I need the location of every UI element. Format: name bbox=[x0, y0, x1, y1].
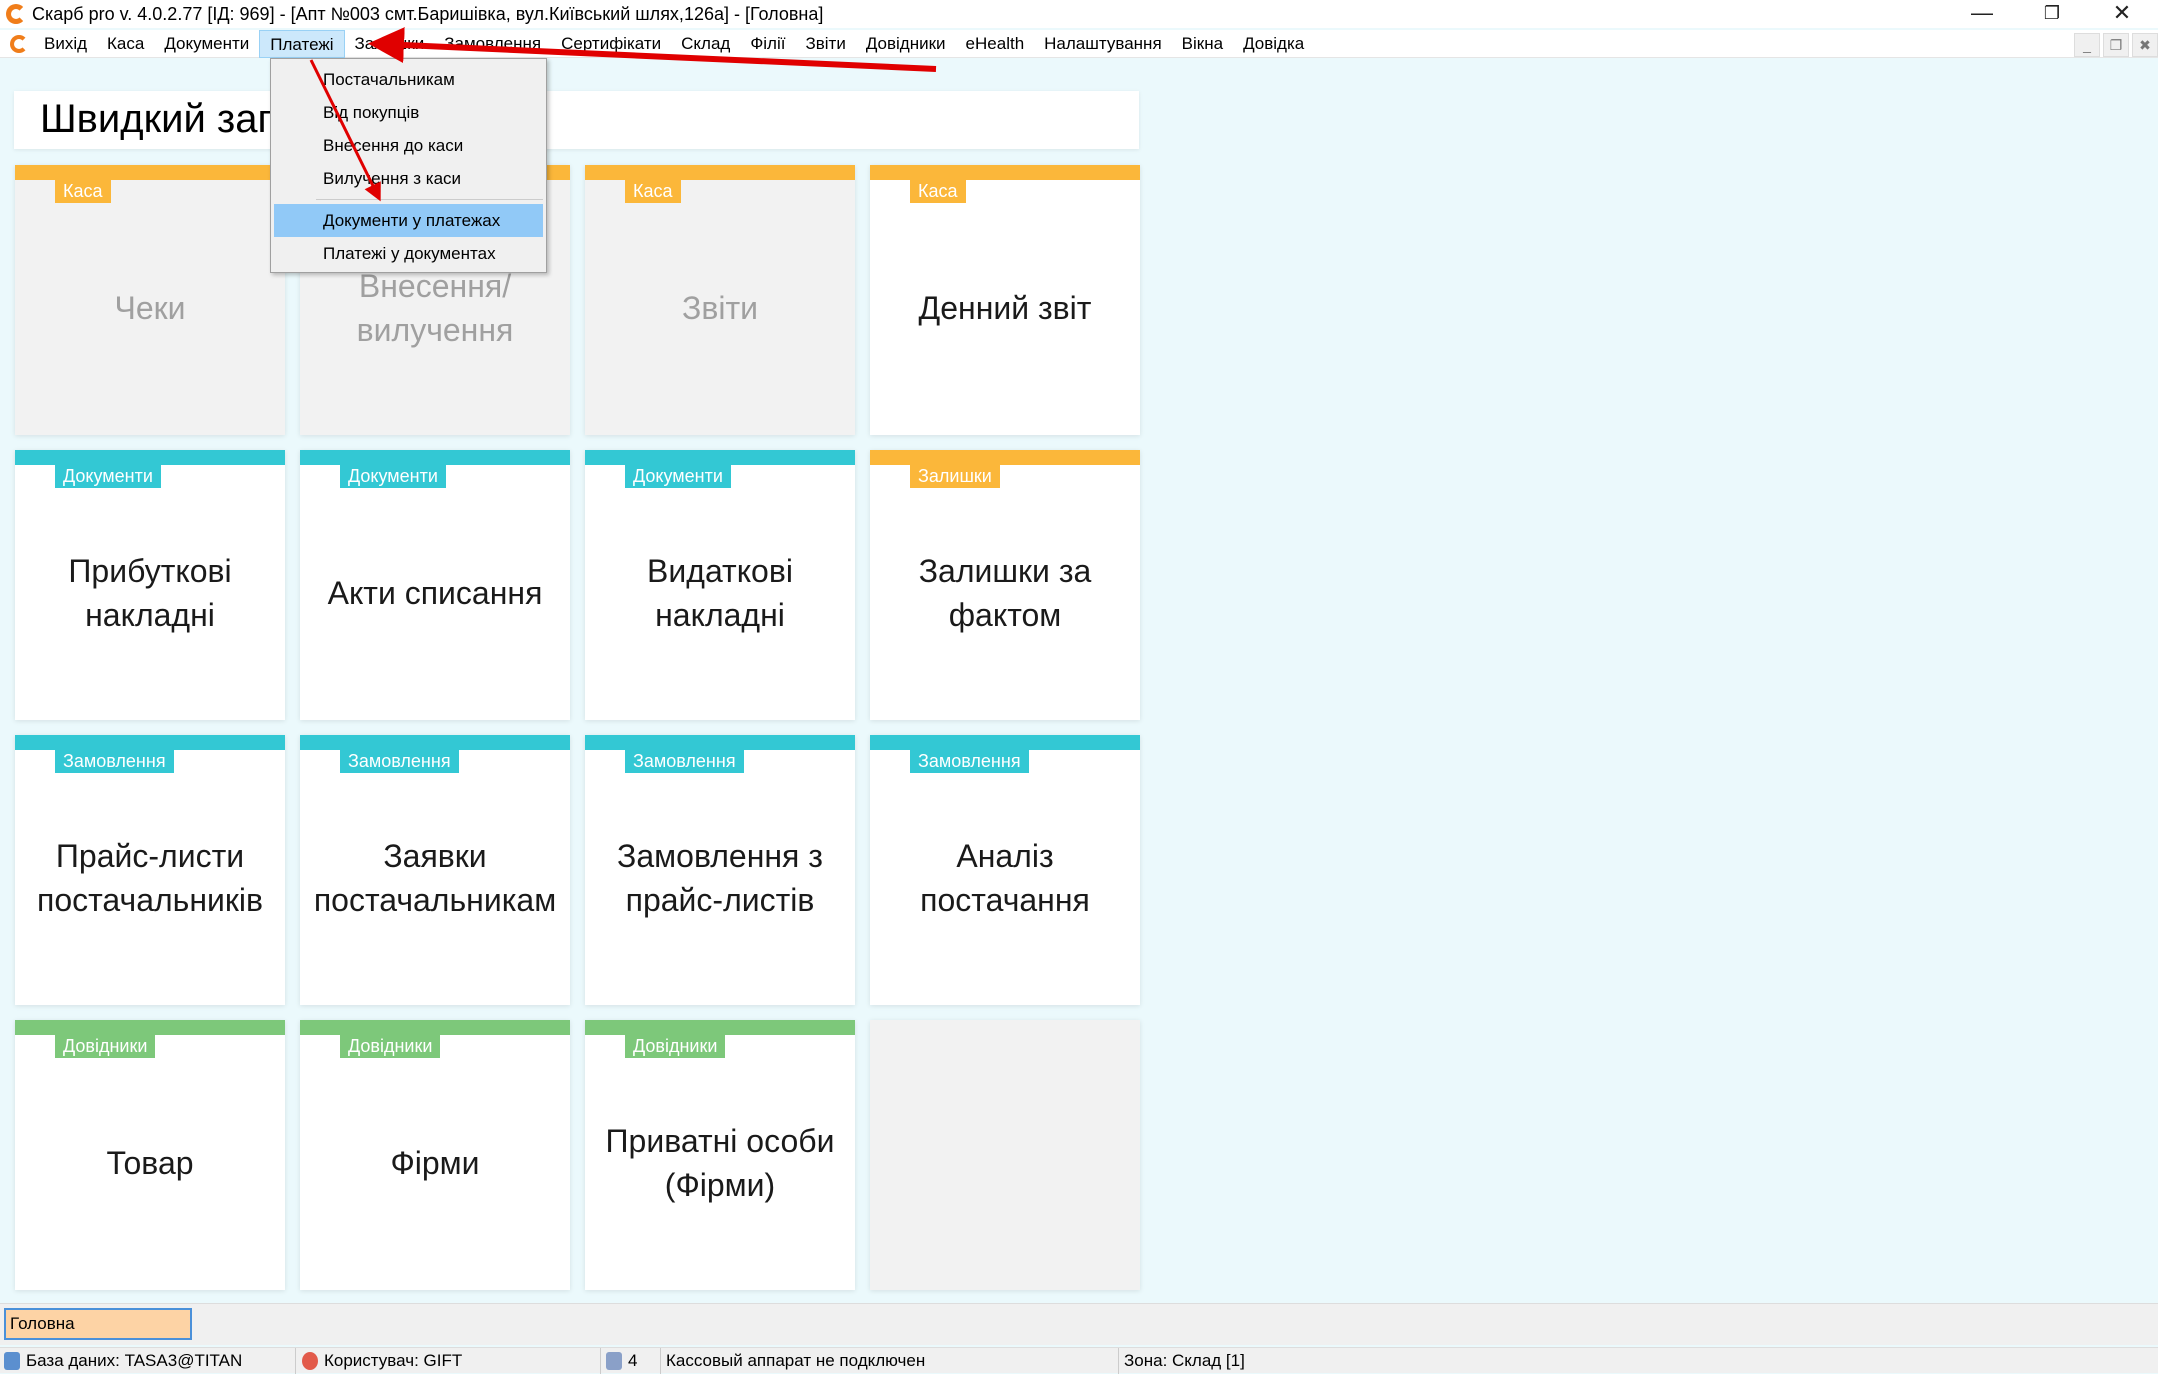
tile-category-badge: Документи bbox=[625, 465, 731, 488]
tile-category-badge: Замовлення bbox=[625, 750, 744, 773]
dropdown-item[interactable]: Постачальникам bbox=[323, 70, 455, 89]
mdi-close-button[interactable]: ✖ bbox=[2132, 33, 2158, 57]
tile-category-badge: Довідники bbox=[340, 1035, 441, 1058]
tile-label: Прайс-листи постачальників bbox=[37, 837, 263, 918]
status-zone: Зона: Склад [1] bbox=[1124, 1351, 1245, 1370]
tile-category-badge: Замовлення bbox=[340, 750, 459, 773]
dropdown-item[interactable]: Від покупців bbox=[323, 103, 420, 122]
dropdown-item[interactable]: Платежі у документах bbox=[323, 244, 496, 263]
tile-label: Денний звіт bbox=[918, 289, 1092, 326]
tile-category-badge: Довідники bbox=[625, 1035, 726, 1058]
dropdown-item[interactable]: Внесення до каси bbox=[323, 136, 464, 155]
restore-button[interactable]: ❐ bbox=[2043, 3, 2061, 23]
tile[interactable]: Довідники Фірми bbox=[300, 1020, 570, 1290]
menu-4[interactable]: Залишки bbox=[354, 33, 425, 53]
menu-9[interactable]: Звіти bbox=[805, 33, 846, 53]
tile-label: Заявки постачальникам bbox=[313, 837, 557, 918]
menu-6[interactable]: Сертифікати bbox=[561, 33, 662, 53]
mdi-minimize-button[interactable]: _ bbox=[2074, 33, 2100, 57]
tile-category-badge: Замовлення bbox=[910, 750, 1029, 773]
tile[interactable]: Замовлення Заявки постачальникам bbox=[300, 735, 570, 1005]
status-device: Кассовый аппарат не подключен bbox=[666, 1351, 926, 1370]
menu-2[interactable]: Документи bbox=[164, 33, 250, 53]
app-menu-icon[interactable] bbox=[10, 34, 28, 53]
tile[interactable]: Довідники Приватні особи (Фірми) bbox=[585, 1020, 855, 1290]
tile-label: Внесення/вилучення bbox=[356, 267, 514, 348]
menu-1[interactable]: Каса bbox=[107, 33, 145, 53]
tab-home[interactable]: Головна bbox=[4, 1308, 192, 1340]
tile[interactable]: Документи Прибуткові накладні bbox=[15, 450, 285, 720]
tile-category-badge: Каса bbox=[55, 180, 111, 203]
mdi-restore-button[interactable]: ❐ bbox=[2103, 33, 2129, 57]
app-logo-icon bbox=[6, 4, 26, 24]
tile-category-badge: Залишки bbox=[910, 465, 1000, 488]
dropdown-item[interactable]: Документи у платежах bbox=[274, 204, 543, 237]
menu-0[interactable]: Вихід bbox=[44, 33, 88, 53]
menu-8[interactable]: Філії bbox=[750, 33, 786, 53]
tile-label: Замовлення з прайс-листів bbox=[617, 837, 823, 918]
minimize-button[interactable]: — bbox=[1971, 0, 1993, 25]
empty-tile bbox=[870, 1020, 1140, 1290]
status-user: Користувач: GIFT bbox=[324, 1351, 463, 1370]
tile[interactable]: Довідники Товар bbox=[15, 1020, 285, 1290]
menu-12[interactable]: Налаштування bbox=[1044, 33, 1162, 53]
tile-category-badge: Документи bbox=[340, 465, 446, 488]
tile-category-badge: Каса bbox=[910, 180, 966, 203]
status-bar: База даних: TASA3@TITAN Користувач: GIFT… bbox=[0, 1347, 2158, 1374]
status-count: 4 bbox=[628, 1351, 638, 1370]
tile-label: Акти списання bbox=[327, 574, 543, 611]
tile-label: Прибуткові накладні bbox=[68, 552, 232, 633]
tile[interactable]: Залишки Залишки за фактом bbox=[870, 450, 1140, 720]
tile[interactable]: Замовлення Прайс-листи постачальників bbox=[15, 735, 285, 1005]
tile[interactable]: Замовлення Аналіз постачання bbox=[870, 735, 1140, 1005]
tile[interactable]: Замовлення Замовлення з прайс-листів bbox=[585, 735, 855, 1005]
menu-11[interactable]: eHealth bbox=[965, 33, 1025, 53]
user-icon bbox=[302, 1352, 318, 1370]
tile-label: Звіти bbox=[682, 289, 758, 326]
menu-bar: Вихід Каса Документи Платежі Залишки Замовлен… bbox=[0, 29, 2158, 58]
tile-category-badge: Замовлення bbox=[55, 750, 174, 773]
tile-label: Фірми bbox=[390, 1144, 480, 1181]
close-button[interactable]: ✕ bbox=[2112, 0, 2132, 25]
tile[interactable]: Документи Видаткові накладні bbox=[585, 450, 855, 720]
tile-label: Аналіз постачання bbox=[920, 837, 1090, 918]
users-online-icon bbox=[606, 1352, 622, 1370]
menu-3[interactable]: Платежі bbox=[259, 29, 345, 58]
dropdown-item[interactable]: Вилучення з каси bbox=[323, 169, 462, 188]
status-database: База даних: TASA3@TITAN bbox=[26, 1351, 243, 1370]
tile-category-badge: Каса bbox=[625, 180, 681, 203]
tile-label: Залишки за фактом bbox=[918, 552, 1092, 633]
tile[interactable]: Каса Денний звіт bbox=[870, 165, 1140, 435]
payments-dropdown-menu: Постачальникам Від покупців Внесення до ка… bbox=[270, 58, 547, 273]
tile-category-badge: Довідники bbox=[55, 1035, 156, 1058]
tile-label: Товар bbox=[106, 1144, 194, 1181]
window-title: Скарб pro v. 4.0.2.77 [ІД: 969] - [Апт №… bbox=[32, 3, 824, 24]
tile-label: Приватні особи (Фірми) bbox=[605, 1122, 835, 1203]
tile[interactable]: Документи Акти списання bbox=[300, 450, 570, 720]
title-bar: Скарб pro v. 4.0.2.77 [ІД: 969] - [Апт №… bbox=[0, 0, 2158, 28]
tile-category-badge: Документи bbox=[55, 465, 161, 488]
menu-13[interactable]: Вікна bbox=[1181, 33, 1224, 53]
menu-separator bbox=[316, 199, 543, 200]
menu-14[interactable]: Довідка bbox=[1243, 33, 1305, 53]
quick-launch-header: Швидкий запуск bbox=[14, 91, 1139, 149]
tile: Каса Чеки bbox=[15, 165, 285, 435]
database-icon bbox=[4, 1352, 20, 1370]
menu-10[interactable]: Довідники bbox=[865, 33, 946, 53]
menu-7[interactable]: Склад bbox=[681, 33, 731, 53]
tile-label: Чеки bbox=[114, 289, 186, 326]
tile: Каса Звіти bbox=[585, 165, 855, 435]
menu-5[interactable]: Замовлення bbox=[444, 33, 542, 53]
window-tab-bar: Головна bbox=[0, 1303, 2158, 1345]
tile-label: Видаткові накладні bbox=[647, 552, 793, 633]
